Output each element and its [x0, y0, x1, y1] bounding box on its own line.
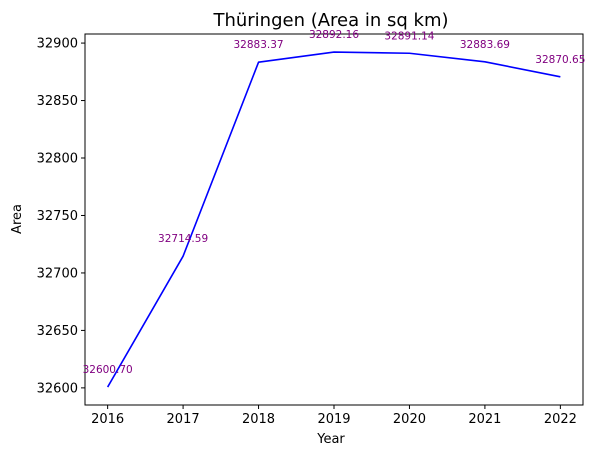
x-tick-label: 2019 [317, 412, 350, 427]
y-tick-label: 32900 [37, 37, 78, 52]
data-labels: 32600.70 32714.59 32883.37 32892.16 32891.14… [83, 29, 586, 376]
x-axis-label: Year [316, 432, 345, 447]
y-tick-label: 32800 [37, 152, 78, 167]
data-label: 32600.70 [83, 364, 133, 376]
y-tick-label: 32650 [37, 324, 78, 339]
data-label: 32870.65 [535, 54, 585, 66]
series-line [106, 51, 561, 388]
x-tick-label: 2017 [167, 412, 200, 427]
data-label: 32891.14 [384, 30, 434, 42]
y-tick-label: 32850 [37, 94, 78, 109]
data-label: 32883.69 [460, 39, 510, 51]
y-axis-label: Area [10, 204, 25, 234]
x-axis: 2016 2017 2018 2019 2020 2021 2022 [91, 405, 577, 427]
x-tick-label: 2020 [393, 412, 426, 427]
y-tick-label: 32600 [37, 381, 78, 396]
data-label: 32714.59 [158, 233, 208, 245]
x-tick-label: 2016 [91, 412, 124, 427]
y-tick-label: 32750 [37, 209, 78, 224]
data-label: 32883.37 [233, 39, 283, 51]
y-axis: 32600 32650 32700 32750 32800 32850 32900 [37, 37, 85, 396]
series-layer [106, 51, 561, 388]
y-tick-label: 32700 [37, 266, 78, 281]
axes-frame [84, 33, 584, 406]
chart-title: Thüringen (Area in sq km) [212, 10, 448, 31]
x-tick-label: 2022 [544, 412, 577, 427]
x-tick-label: 2021 [468, 412, 501, 427]
plot-area: 2016 2017 2018 2019 2020 2021 2022 32600326503… [37, 29, 586, 427]
x-tick-label: 2018 [242, 412, 275, 427]
data-label: 32892.16 [309, 29, 359, 41]
